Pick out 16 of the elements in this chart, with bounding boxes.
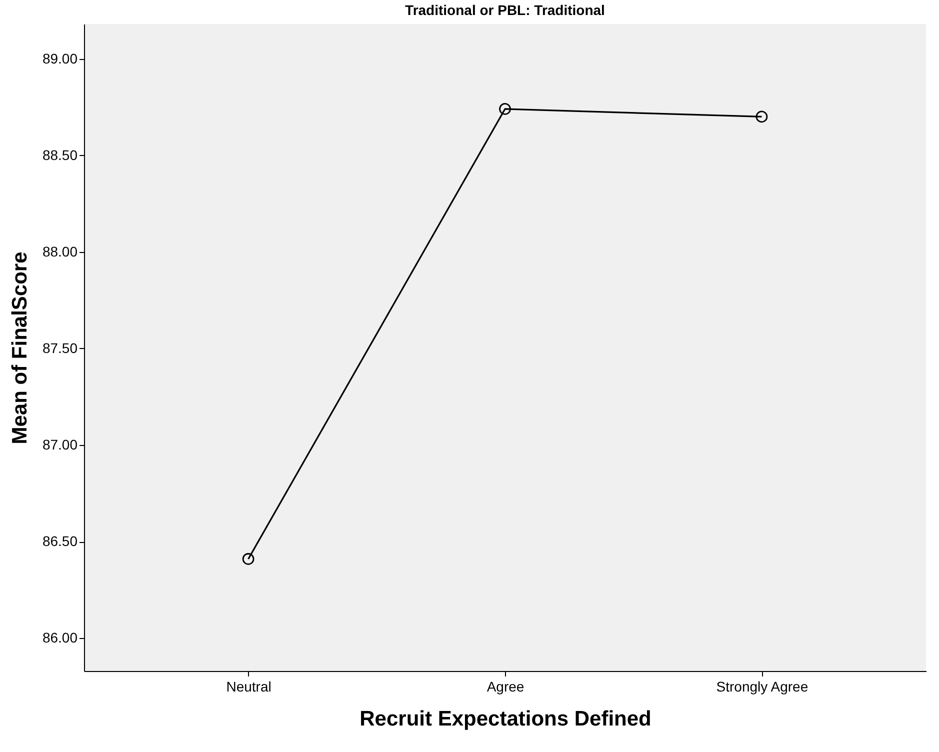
point	[756, 110, 768, 123]
y-axis-title: Mean of FinalScore	[8, 252, 32, 444]
y-tick-label: 86.50	[42, 533, 78, 550]
y-tick-label: 88.00	[42, 243, 78, 260]
point	[499, 103, 511, 115]
y-tick-label: 87.00	[42, 436, 78, 453]
x-tick-label: Agree	[486, 678, 524, 694]
x-tick-label: Neutral	[226, 678, 272, 694]
x-tick-label: Strongly Agree	[716, 678, 808, 694]
x-axis-title: Recruit Expectations Defined	[360, 708, 652, 730]
y-tick-label: 88.50	[42, 146, 78, 163]
y-tick-label: 87.50	[42, 340, 78, 356]
chart-title: Traditional or PBL: Traditional	[405, 2, 605, 18]
point	[242, 553, 254, 565]
y-tick-label: 86.00	[42, 630, 78, 646]
y-tick-label: 89.00	[42, 50, 78, 66]
